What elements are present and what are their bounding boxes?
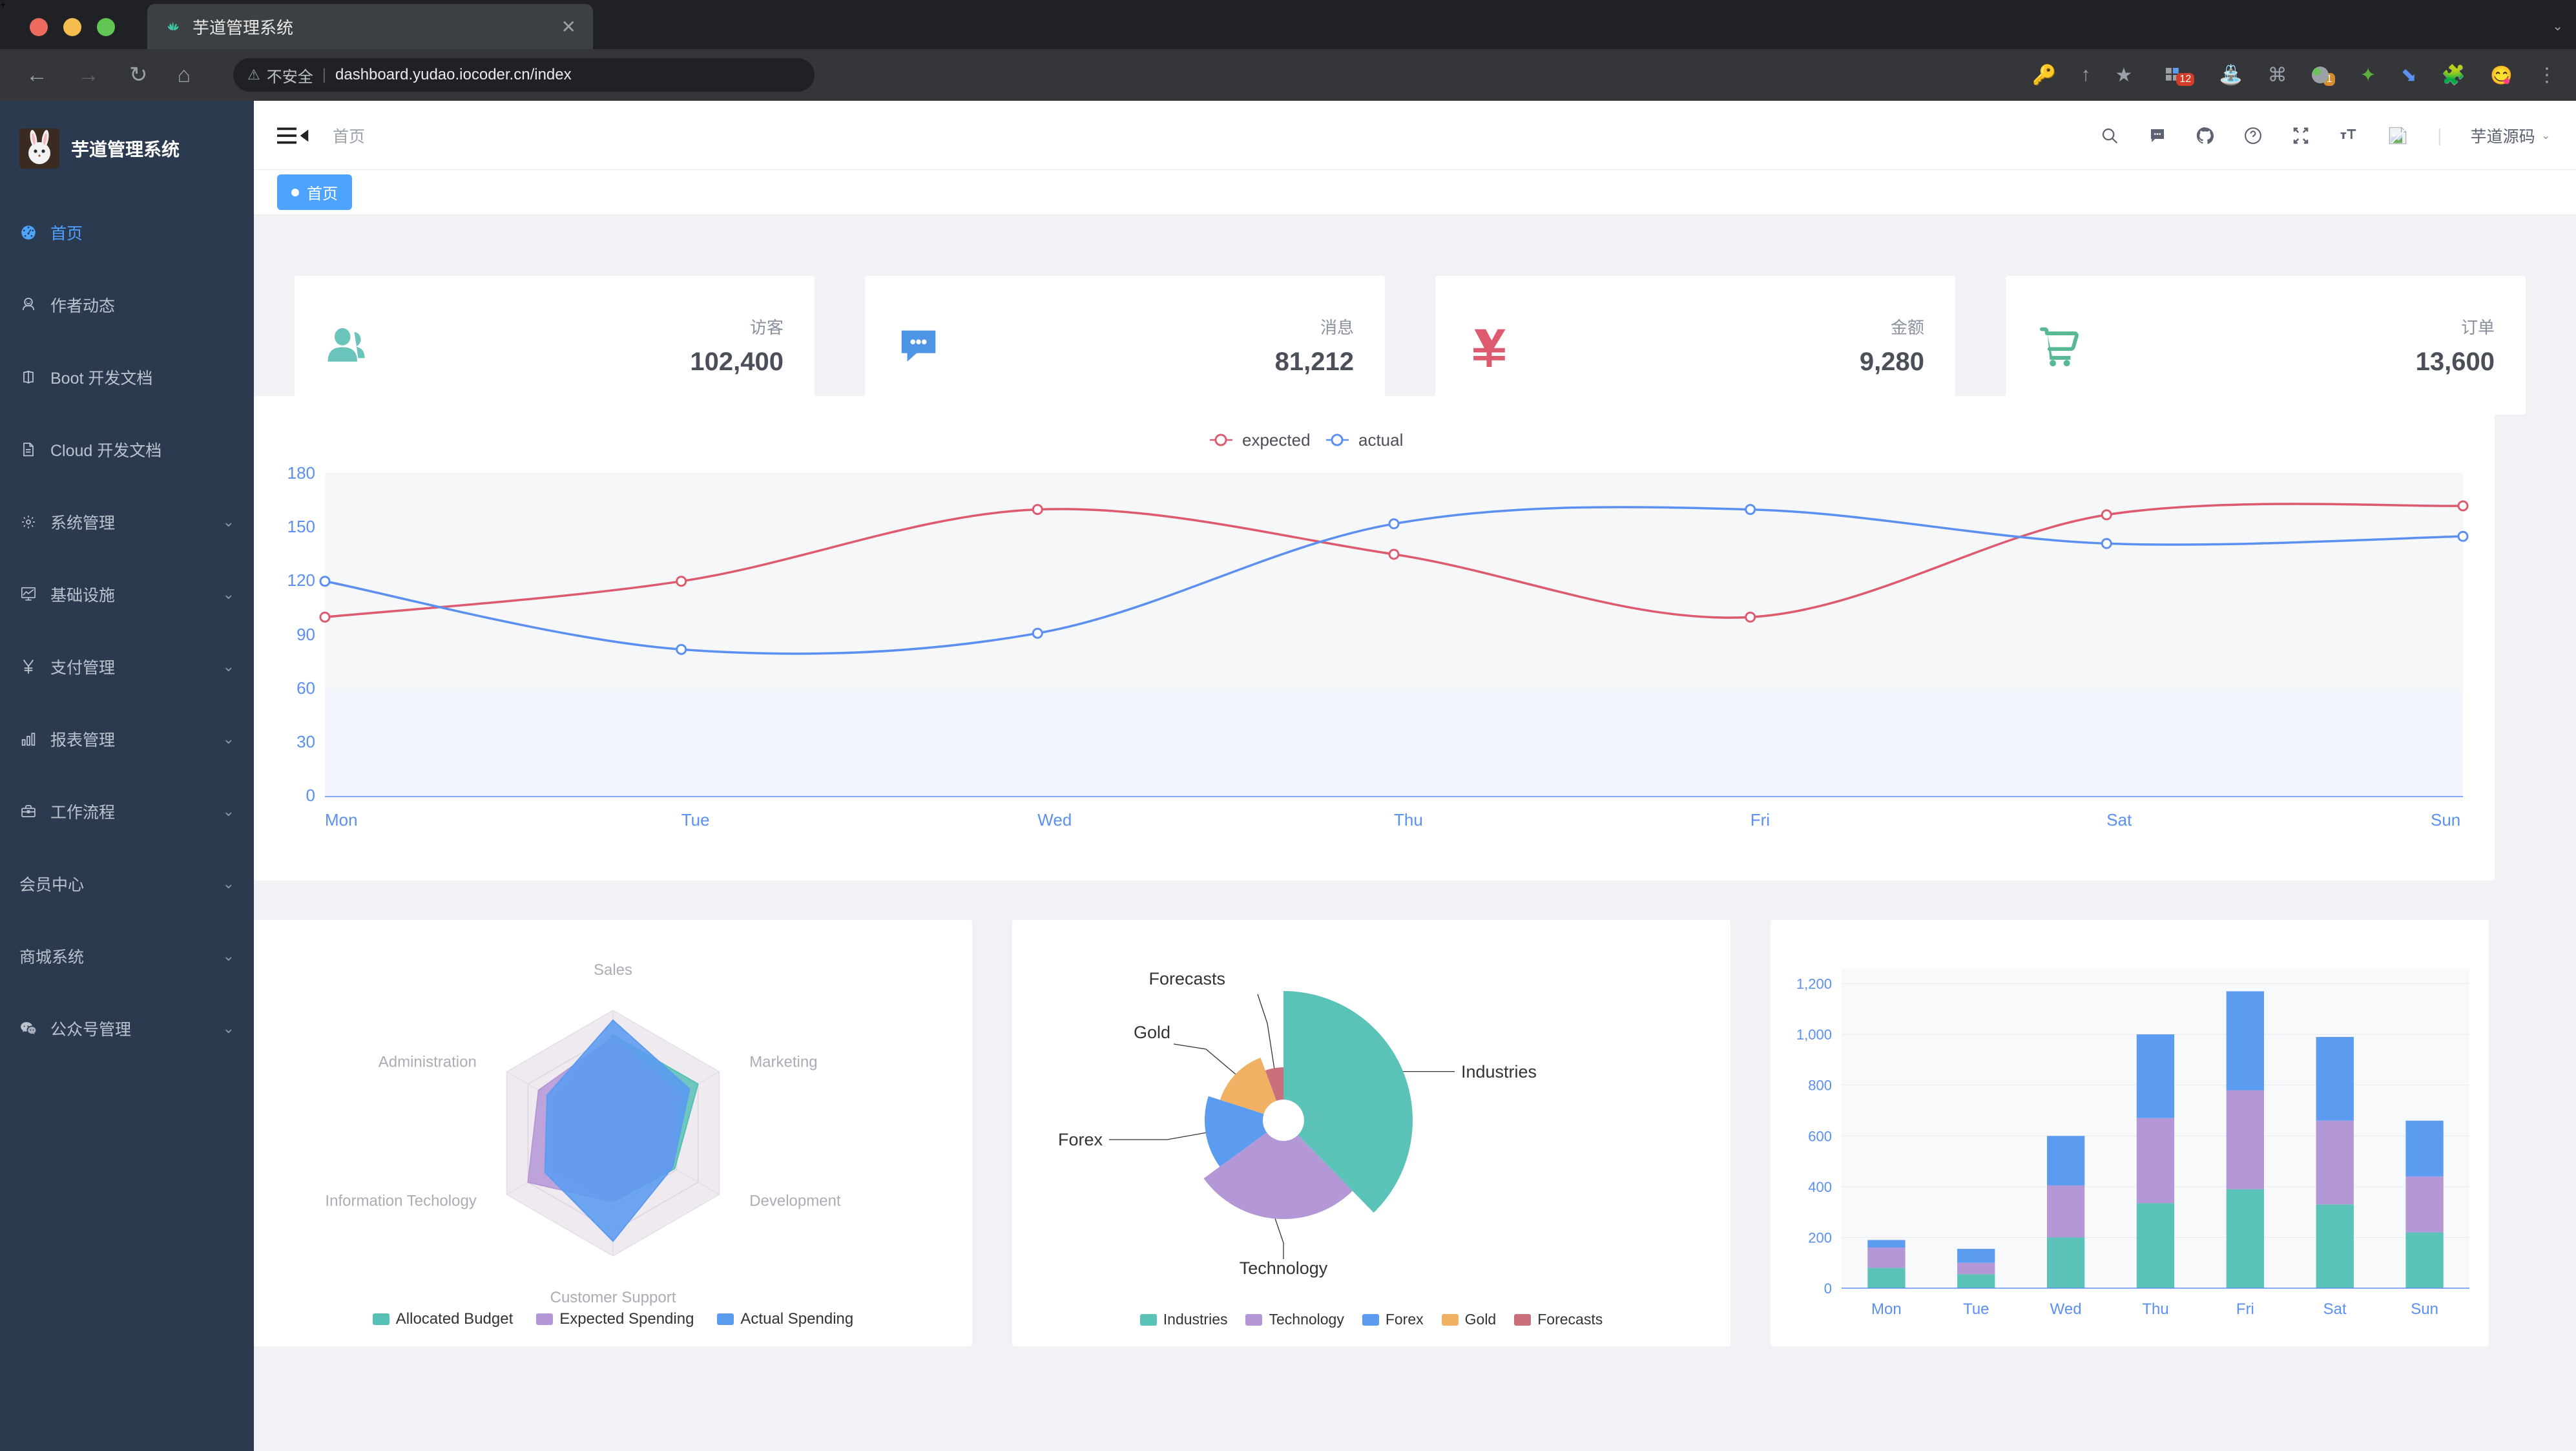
svg-text:Mon: Mon [325,810,358,830]
svg-text:Wed: Wed [2050,1300,2082,1318]
svg-text:Administration: Administration [379,1054,477,1071]
svg-text:90: 90 [296,625,315,644]
svg-text:150: 150 [287,517,315,536]
svg-text:30: 30 [296,732,315,751]
svg-text:actual: actual [1358,430,1403,450]
svg-text:120: 120 [287,570,315,590]
svg-text:Sun: Sun [2431,810,2460,830]
svg-text:60: 60 [296,678,315,698]
svg-text:Customer Support: Customer Support [550,1289,676,1306]
svg-text:expected: expected [1242,430,1311,450]
svg-text:400: 400 [1808,1179,1832,1195]
svg-text:1,200: 1,200 [1796,976,1832,992]
svg-text:Fri: Fri [1750,810,1770,830]
svg-text:Development: Development [749,1193,841,1210]
svg-text:Fri: Fri [2236,1300,2254,1318]
svg-text:Sales: Sales [594,961,632,979]
svg-text:Sat: Sat [2106,810,2132,830]
svg-text:Mon: Mon [1871,1300,1902,1318]
svg-text:Sun: Sun [2411,1300,2438,1318]
svg-text:Wed: Wed [1037,810,1072,830]
svg-text:180: 180 [287,463,315,483]
svg-text:Thu: Thu [2142,1300,2168,1318]
svg-text:800: 800 [1808,1078,1832,1094]
svg-text:Thu: Thu [1394,810,1423,830]
svg-text:Marketing: Marketing [749,1054,817,1071]
svg-text:Forecasts: Forecasts [1148,969,1225,988]
svg-text:Tue: Tue [1963,1300,1989,1318]
svg-text:Technology: Technology [1240,1258,1328,1278]
svg-text:1,000: 1,000 [1796,1027,1832,1043]
svg-text:Tue: Tue [681,810,710,830]
svg-text:600: 600 [1808,1128,1832,1144]
svg-text:Forex: Forex [1058,1130,1103,1149]
svg-text:Information Techology: Information Techology [325,1193,476,1210]
svg-text:Sat: Sat [2323,1300,2347,1318]
svg-text:200: 200 [1808,1229,1832,1246]
svg-text:Gold: Gold [1134,1023,1170,1042]
svg-text:0: 0 [306,786,315,805]
svg-text:0: 0 [1824,1280,1832,1297]
svg-text:Industries: Industries [1461,1062,1537,1081]
